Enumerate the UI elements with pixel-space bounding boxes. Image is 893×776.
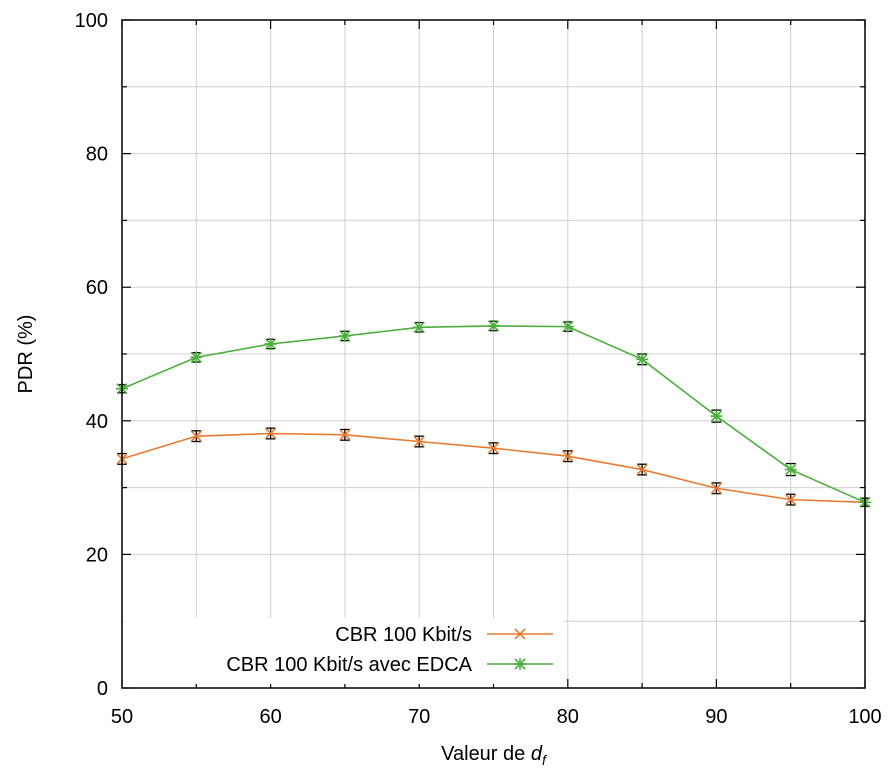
legend-box [123, 618, 563, 684]
marker-stroke [190, 430, 202, 442]
y-tick-label: 80 [86, 144, 108, 166]
data-point [190, 430, 202, 442]
data-point [562, 450, 574, 462]
data-point [190, 351, 203, 364]
data-point [710, 482, 722, 494]
data-point [785, 494, 797, 506]
marker-stroke [487, 442, 500, 454]
legend-marker [514, 628, 526, 640]
x-tick-label: 50 [111, 706, 133, 728]
y-tick-label: 0 [97, 678, 108, 700]
data-point [413, 435, 425, 448]
data-point [561, 320, 574, 333]
x-axis-label-symbol: d [531, 743, 543, 765]
axis-ticks: 50 60 70 80 90 100 0 20 40 60 80 100 [75, 10, 882, 728]
legend-label: CBR 100 Kbit/s avec EDCA [226, 654, 472, 676]
data-point [264, 337, 277, 350]
data-point [487, 319, 500, 332]
data-point [710, 410, 723, 423]
x-tick-label: 80 [557, 706, 579, 728]
marker-stroke [710, 482, 722, 494]
x-tick-label: 70 [408, 706, 430, 728]
y-tick-label: 20 [86, 544, 108, 566]
data-point [784, 463, 797, 476]
x-tick-label: 90 [705, 706, 727, 728]
legend-marker [514, 658, 526, 670]
y-axis-label: PDR (%) [15, 315, 37, 394]
marker-stroke [413, 435, 425, 448]
data-point [413, 321, 426, 334]
data-point [636, 463, 648, 476]
data-point [636, 353, 649, 366]
data-point [265, 427, 277, 440]
marker-stroke [636, 463, 648, 476]
x-tick-label: 100 [848, 706, 881, 728]
marker-stroke [785, 494, 797, 506]
marker-stroke [562, 450, 574, 462]
x-tick-label: 60 [259, 706, 281, 728]
data-point [338, 329, 351, 342]
marker-stroke [514, 628, 526, 640]
legend-label: CBR 100 Kbit/s [335, 624, 472, 646]
legend: CBR 100 Kbit/s CBR 100 Kbit/s avec EDCA [123, 618, 563, 684]
marker-stroke [339, 429, 351, 441]
y-tick-label: 60 [86, 277, 108, 299]
data-point [487, 442, 500, 454]
x-axis-label: Valeur de df [441, 743, 548, 768]
marker-stroke [265, 427, 277, 440]
y-tick-label: 100 [75, 10, 108, 32]
data-point [339, 429, 351, 441]
y-tick-label: 40 [86, 411, 108, 433]
x-axis-label-prefix: Valeur de [441, 743, 531, 765]
series-layer [116, 319, 871, 509]
grid [121, 19, 866, 689]
x-axis-label-subscript: f [542, 752, 548, 768]
